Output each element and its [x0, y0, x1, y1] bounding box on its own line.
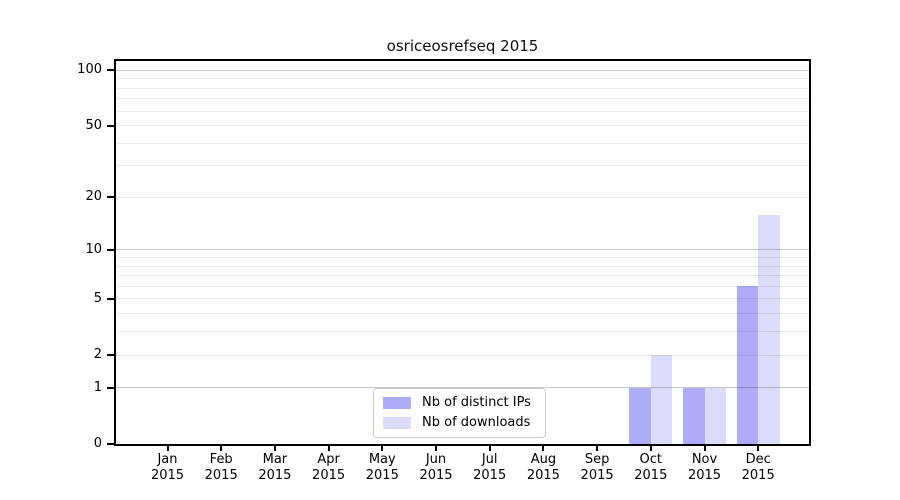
x-tick-label-feb: Feb 2015 [193, 452, 249, 483]
y-tick [107, 69, 114, 72]
x-tick [703, 446, 706, 451]
minor-gridline [116, 257, 809, 258]
y-tick-label-100: 100 [77, 62, 102, 78]
legend-item-downloads: Nb of downloads [383, 415, 536, 431]
y-tick [107, 297, 114, 300]
x-tick-month: May [368, 452, 396, 467]
x-tick-year: 2015 [580, 467, 614, 483]
legend-swatch-downloads [383, 417, 411, 429]
x-tick-label-may: May 2015 [354, 452, 410, 483]
x-tick-label-oct: Oct 2015 [623, 452, 679, 483]
x-tick-year: 2015 [365, 467, 399, 483]
minor-gridline [116, 110, 809, 112]
x-tick [757, 446, 760, 451]
minor-gridline [116, 354, 809, 356]
minor-gridline [116, 87, 809, 89]
x-tick-month: Feb [209, 452, 233, 467]
y-tick-label-5: 5 [93, 290, 102, 306]
minor-gridline [116, 285, 809, 287]
x-tick [542, 446, 545, 451]
y-tick-label-2: 2 [93, 347, 102, 362]
x-tick-month: Jul [481, 452, 498, 467]
x-tick-label-nov: Nov 2015 [677, 452, 733, 483]
plot-area [114, 59, 811, 446]
x-tick-year: 2015 [312, 467, 346, 483]
x-tick-label-dec: Dec 2015 [730, 452, 786, 483]
y-tick [107, 248, 114, 251]
legend-label-distinct-ips: Nb of distinct IPs [422, 395, 531, 410]
chart-title: osriceosrefseq 2015 [386, 37, 539, 55]
minor-gridline [116, 265, 809, 267]
x-tick [649, 446, 652, 451]
x-tick-label-jul: Jul 2015 [462, 452, 518, 483]
minor-gridline [116, 142, 809, 144]
x-tick-month: Dec [745, 452, 771, 467]
x-tick-month: Nov [691, 452, 718, 467]
major-gridline [116, 69, 809, 71]
x-tick-label-apr: Apr 2015 [301, 452, 357, 483]
x-tick-month: Jun [425, 452, 447, 467]
y-tick [107, 386, 114, 389]
x-tick-year: 2015 [741, 467, 775, 483]
legend-item-distinct-ips: Nb of distinct IPs [383, 395, 536, 411]
minor-gridline [116, 331, 809, 333]
x-tick-year: 2015 [204, 467, 238, 483]
x-tick-month: Mar [262, 452, 288, 467]
x-tick-year: 2015 [419, 467, 453, 483]
bar-distinct-ips-oct [629, 387, 651, 444]
x-tick-month: Oct [639, 452, 663, 467]
x-tick [488, 446, 491, 451]
y-tick-label-50: 50 [85, 117, 102, 133]
x-tick [166, 446, 169, 451]
x-tick [596, 446, 599, 451]
x-tick [273, 446, 276, 451]
x-tick-year: 2015 [526, 467, 560, 483]
x-tick-month: Apr [317, 452, 340, 467]
major-gridline [116, 249, 809, 251]
x-tick-label-jan: Jan 2015 [140, 452, 196, 483]
y-tick [107, 196, 114, 199]
x-tick-year: 2015 [687, 467, 722, 483]
minor-gridline [116, 98, 809, 100]
x-tick-label-mar: Mar 2015 [247, 452, 303, 483]
x-tick [327, 446, 330, 451]
x-tick [220, 446, 223, 451]
bar-distinct-ips-nov [683, 387, 705, 444]
x-tick-year: 2015 [258, 467, 292, 483]
bar-distinct-ips-dec [736, 286, 759, 444]
x-tick-year: 2015 [150, 467, 185, 483]
x-tick-label-jun: Jun 2015 [408, 452, 464, 483]
x-tick-month: Sep [584, 452, 610, 467]
minor-gridline [116, 275, 809, 277]
legend-label-downloads: Nb of downloads [422, 415, 531, 430]
minor-gridline [116, 165, 809, 167]
y-tick-label-10: 10 [85, 241, 102, 257]
bar-downloads-oct [650, 355, 673, 444]
y-tick [107, 124, 114, 127]
x-tick-label-aug: Aug 2015 [515, 452, 571, 483]
minor-gridline [116, 196, 809, 198]
x-tick-year: 2015 [634, 467, 668, 483]
minor-gridline [116, 78, 809, 80]
minor-gridline [116, 125, 809, 126]
y-tick [107, 443, 114, 445]
x-tick [435, 446, 437, 451]
y-tick-label-0: 0 [93, 436, 102, 451]
y-tick-label-1: 1 [93, 379, 102, 395]
minor-gridline [116, 298, 809, 300]
minor-gridline [116, 313, 809, 315]
x-tick [381, 446, 384, 451]
x-tick-month: Jan [157, 452, 178, 467]
x-tick-month: Aug [530, 452, 557, 467]
bar-downloads-dec [758, 214, 780, 444]
x-tick-year: 2015 [473, 467, 507, 483]
bar-downloads-nov [704, 387, 726, 444]
y-tick [107, 354, 114, 356]
legend-swatch-distinct-ips [383, 397, 411, 409]
x-tick-label-sep: Sep 2015 [569, 452, 625, 483]
legend: Nb of distinct IPs Nb of downloads [373, 388, 546, 438]
y-tick-label-20: 20 [85, 189, 102, 205]
